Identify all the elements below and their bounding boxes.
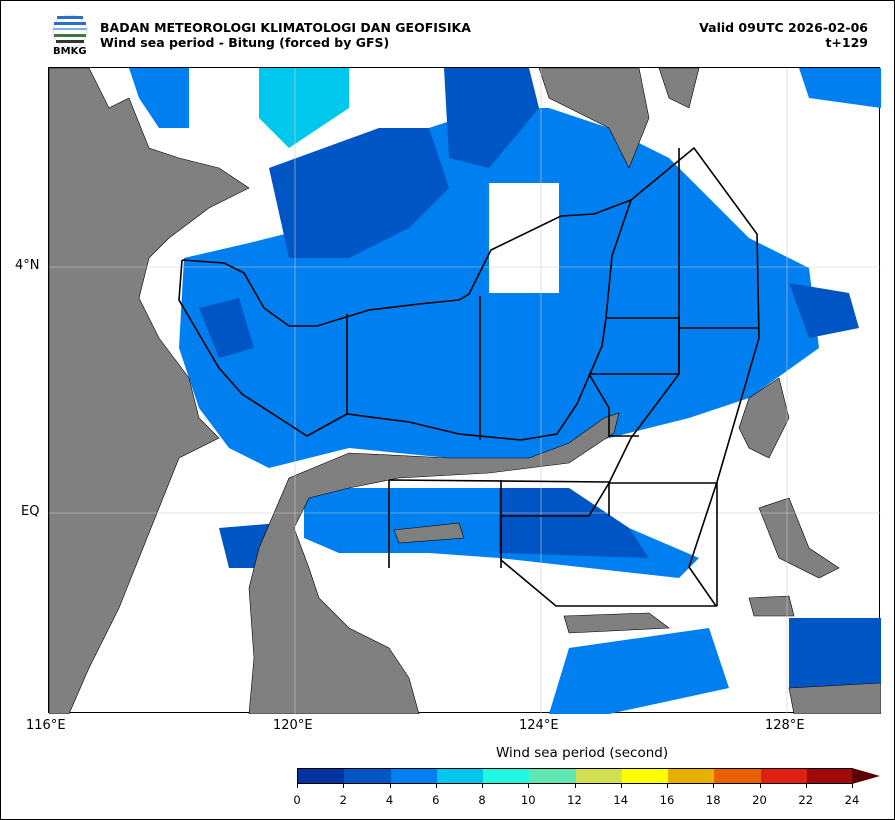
colorbar-segment [344, 769, 391, 783]
colorbar-title: Wind sea period (second) [496, 745, 669, 761]
lon-label-128: 128°E [765, 718, 805, 733]
colorbar-tick-label: 18 [705, 793, 721, 807]
colorbar-segment [760, 769, 807, 783]
colorbar-tick-mark [759, 783, 761, 788]
colorbar-extend-arrow [852, 768, 880, 784]
land-halmahera-south [758, 497, 840, 579]
graticule [49, 68, 881, 714]
lat-label-4n: 4°N [15, 258, 40, 273]
sea-field-2-4 [499, 488, 649, 558]
colorbar-segment [714, 769, 761, 783]
colorbar-tick-label: 24 [844, 793, 860, 807]
colorbar-segment [575, 769, 622, 783]
lon-label-124: 124°E [519, 718, 559, 733]
sea-field-2-4 [789, 618, 881, 688]
colorbar-segment [668, 769, 715, 783]
land-seram [788, 682, 882, 715]
land-mindanao-east [658, 67, 700, 109]
colorbar-tick-label: 12 [567, 793, 582, 807]
colorbar-tick-mark [297, 783, 298, 788]
land-mindanao [538, 67, 650, 169]
valid-time: Valid 09UTC 2026-02-06 [699, 20, 868, 35]
colorbar-tick-label: 0 [293, 793, 301, 807]
chart-subtitle: Wind sea period - Bitung (forced by GFS) [100, 35, 390, 50]
colorbar-tick-mark [389, 783, 391, 788]
colorbar-segment [806, 769, 853, 783]
colorbar-tick-label: 22 [798, 793, 814, 807]
colorbar-tick-mark [852, 783, 853, 788]
colorbar-segment [436, 769, 483, 783]
lat-label-eq: EQ [21, 504, 40, 519]
land-halmahera [738, 377, 790, 459]
land-sula [563, 612, 670, 634]
colorbar-tick-mark [620, 783, 622, 788]
colorbar-tick-label: 2 [339, 793, 347, 807]
map-canvas [48, 67, 882, 715]
lon-label-120: 120°E [273, 718, 313, 733]
sea-field-2-4 [444, 68, 539, 168]
land-obi [748, 595, 795, 617]
colorbar-segment [298, 769, 345, 783]
colorbar-tick-label: 8 [478, 793, 486, 807]
colorbar [297, 768, 853, 784]
colorbar-tick-mark [343, 783, 345, 788]
colorbar-tick-label: 4 [385, 793, 394, 807]
colorbar-segment [390, 769, 437, 783]
colorbar-tick-mark [667, 783, 668, 788]
colorbar-tick-label: 14 [613, 793, 629, 807]
sea-field-4-6 [129, 68, 189, 128]
sea-field-2-4 [269, 128, 449, 258]
colorbar-tick-mark [435, 783, 437, 788]
colorbar-segment [621, 769, 668, 783]
bmkg-logo [52, 14, 88, 48]
colorbar-tick-label: 16 [659, 793, 675, 807]
land-borneo [48, 67, 250, 715]
colorbar-tick-mark [528, 783, 530, 788]
forecast-step: t+129 [825, 35, 868, 50]
sea-field-4-6 [549, 628, 729, 714]
colorbar-tick-label: 10 [520, 793, 536, 807]
colorbar-tick-label: 20 [752, 793, 767, 807]
sea-field-4-6 [799, 68, 881, 108]
sea-field-2-4 [789, 283, 859, 338]
land-togian [393, 522, 465, 544]
agency-title: BADAN METEOROLOGI KLIMATOLOGI DAN GEOFIS… [100, 20, 471, 35]
colorbar-tick-mark [482, 783, 483, 788]
colorbar-segment [529, 769, 576, 783]
sea-field-2-4 [199, 298, 254, 358]
logo-text: BMKG [53, 46, 87, 57]
colorbar-tick-label: 6 [432, 793, 440, 807]
lon-label-116: 116°E [26, 718, 66, 733]
colorbar-tick-mark [713, 783, 715, 788]
colorbar-segment [483, 769, 530, 783]
colorbar-tick-mark [805, 783, 807, 788]
sea-field-blank [489, 183, 559, 293]
colorbar-tick-mark [574, 783, 576, 788]
forecast-zone-boundaries [178, 146, 760, 607]
sea-field-6-8 [259, 68, 349, 148]
map-panel[interactable] [48, 67, 882, 715]
